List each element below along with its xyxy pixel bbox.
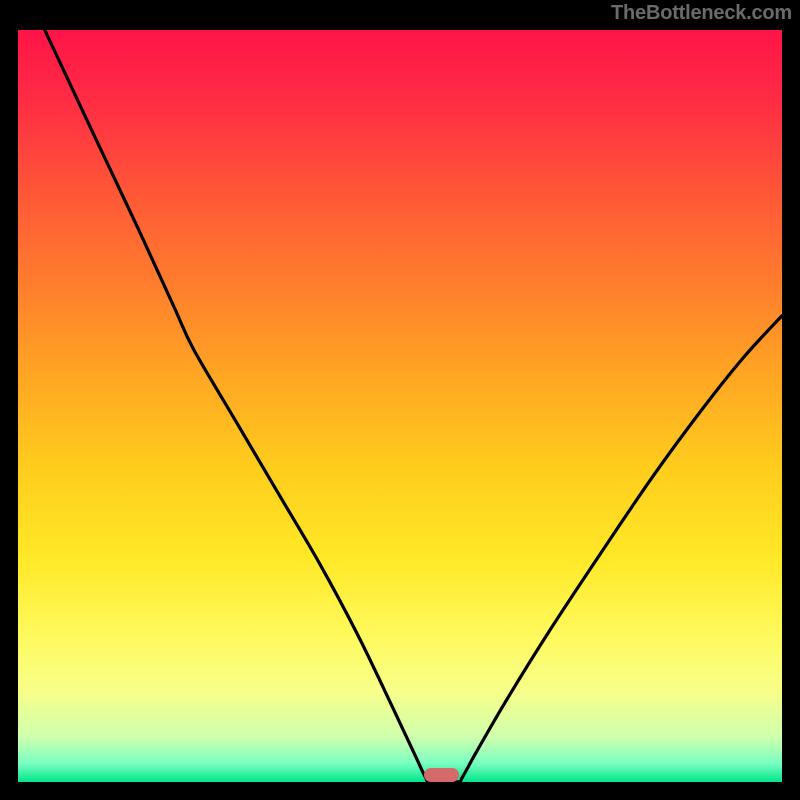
watermark-text: TheBottleneck.com [611, 2, 792, 25]
plot-area [18, 30, 782, 782]
frame-border-right [782, 0, 800, 800]
frame-border-bottom [0, 782, 800, 800]
frame-border-left [0, 0, 18, 800]
min-marker [424, 768, 459, 782]
chart-frame: TheBottleneck.com [0, 0, 800, 800]
